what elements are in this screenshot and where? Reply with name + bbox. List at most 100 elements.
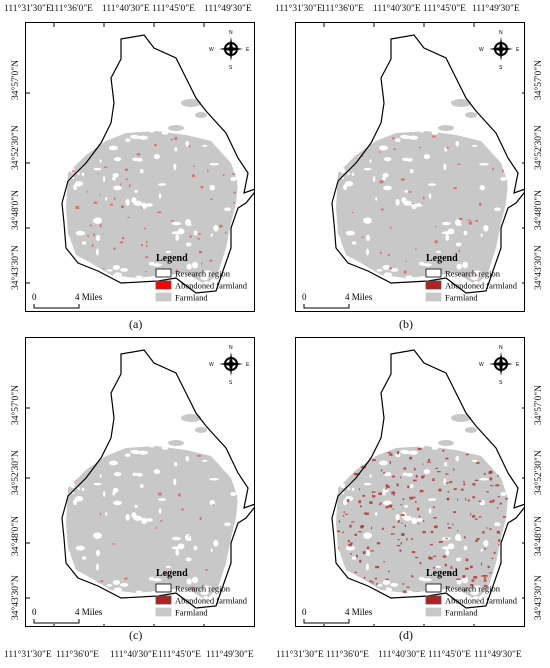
compass-label: N xyxy=(499,345,503,351)
farmland-gap xyxy=(165,250,171,253)
farmland-gap xyxy=(112,172,119,178)
farmland-gap xyxy=(455,140,460,147)
abandoned-patch xyxy=(347,539,350,543)
abandoned-patch xyxy=(98,581,100,584)
abandoned-patch xyxy=(231,158,235,161)
farmland-gap xyxy=(103,490,106,498)
abandoned-patch xyxy=(501,566,505,569)
farmland-gap xyxy=(185,557,192,562)
abandoned-patch xyxy=(399,549,402,552)
abandoned-patch xyxy=(210,198,213,200)
abandoned-patch xyxy=(464,589,467,592)
farmland-gap xyxy=(105,512,108,516)
abandoned-patch xyxy=(396,544,401,547)
abandoned-patch xyxy=(447,498,449,501)
abandoned-patch xyxy=(428,556,431,560)
lon-label: 111°40'30"E xyxy=(373,4,421,14)
abandoned-patch xyxy=(478,516,482,518)
farmland-gap xyxy=(133,515,143,521)
abandoned-patch xyxy=(506,462,508,465)
abandoned-patch xyxy=(385,578,389,581)
farmland-gap xyxy=(492,150,497,155)
abandoned-patch xyxy=(484,575,488,577)
compass-label: W xyxy=(479,47,484,53)
abandoned-patch xyxy=(374,577,378,580)
abandoned-patch xyxy=(164,573,169,576)
abandoned-patch xyxy=(336,599,338,600)
abandoned-patch xyxy=(480,562,483,566)
abandoned-patch xyxy=(422,531,426,534)
farmland-gap xyxy=(173,163,177,171)
farmland-gap xyxy=(113,500,122,506)
abandoned-patch xyxy=(235,558,238,562)
abandoned-patch xyxy=(145,270,147,273)
abandoned-patch xyxy=(73,271,78,274)
compass-label: N xyxy=(229,345,233,351)
farmland-gap xyxy=(405,590,413,594)
compass-label: W xyxy=(479,362,484,368)
abandoned-patch xyxy=(446,146,449,149)
abandoned-patch xyxy=(359,559,362,563)
farmland-gap xyxy=(210,548,213,552)
scale-end-label: 4 Miles xyxy=(75,292,103,302)
abandoned-patch xyxy=(471,579,475,582)
abandoned-patch xyxy=(510,481,512,482)
farmland-gap xyxy=(373,175,376,183)
legend-swatch xyxy=(425,595,442,605)
farmland-gap xyxy=(445,234,450,241)
farmland-gap xyxy=(75,230,85,236)
farmland-gap xyxy=(81,556,87,560)
abandoned-patch xyxy=(456,578,461,581)
abandoned-patch xyxy=(376,582,378,586)
farmland-gap xyxy=(134,592,141,595)
farmland-gap xyxy=(340,447,344,451)
abandoned-patch xyxy=(422,463,424,465)
farmland-gap xyxy=(193,230,198,236)
farmland-gap xyxy=(209,500,216,506)
abandoned-patch xyxy=(379,251,382,254)
farmland-gap xyxy=(441,231,452,235)
abandoned-patch xyxy=(148,591,152,593)
abandoned-patch xyxy=(384,488,388,490)
farmland-gap xyxy=(95,563,99,571)
abandoned-patch xyxy=(363,512,367,515)
abandoned-patch xyxy=(445,473,449,475)
abandoned-patch xyxy=(438,541,443,543)
abandoned-patch xyxy=(463,480,465,483)
abandoned-patch xyxy=(86,191,88,193)
abandoned-patch xyxy=(336,260,341,264)
farmland-gap xyxy=(345,230,355,236)
farmland-gap xyxy=(480,233,483,237)
abandoned-patch xyxy=(371,491,376,494)
abandoned-patch xyxy=(433,525,438,529)
abandoned-patch xyxy=(74,478,77,481)
farmland-gap xyxy=(408,135,419,140)
abandoned-patch xyxy=(502,516,507,518)
farmland-gap xyxy=(501,237,507,244)
farmland-area xyxy=(336,131,508,285)
farmland-gap xyxy=(95,549,101,557)
farmland-gap xyxy=(113,587,123,593)
abandoned-patch xyxy=(385,505,389,509)
map-svg: N S E W 0 4 Miles Legend Research region Abandon… xyxy=(26,23,254,309)
farmland-gap xyxy=(422,263,432,267)
abandoned-patch xyxy=(354,571,358,574)
farmland-gap xyxy=(336,235,341,241)
abandoned-patch xyxy=(478,202,482,206)
abandoned-patch xyxy=(386,485,390,488)
abandoned-patch xyxy=(472,483,476,486)
abandoned-patch xyxy=(417,507,420,511)
farmland-gap xyxy=(222,465,227,470)
lon-label: 111°36'0"E xyxy=(56,650,99,660)
farmland-gap xyxy=(365,549,371,557)
abandoned-patch xyxy=(366,546,370,550)
lon-label: 111°40'30"E xyxy=(110,650,158,660)
farmland-gap xyxy=(95,234,101,242)
scale-end-label: 4 Miles xyxy=(345,292,373,302)
farmland-gap xyxy=(419,131,425,133)
farmland-gap xyxy=(66,235,71,241)
lat-label: 34°43'30"N xyxy=(11,575,21,620)
farmland-gap xyxy=(70,588,76,595)
abandoned-patch xyxy=(345,597,350,599)
abandoned-patch xyxy=(342,574,345,578)
